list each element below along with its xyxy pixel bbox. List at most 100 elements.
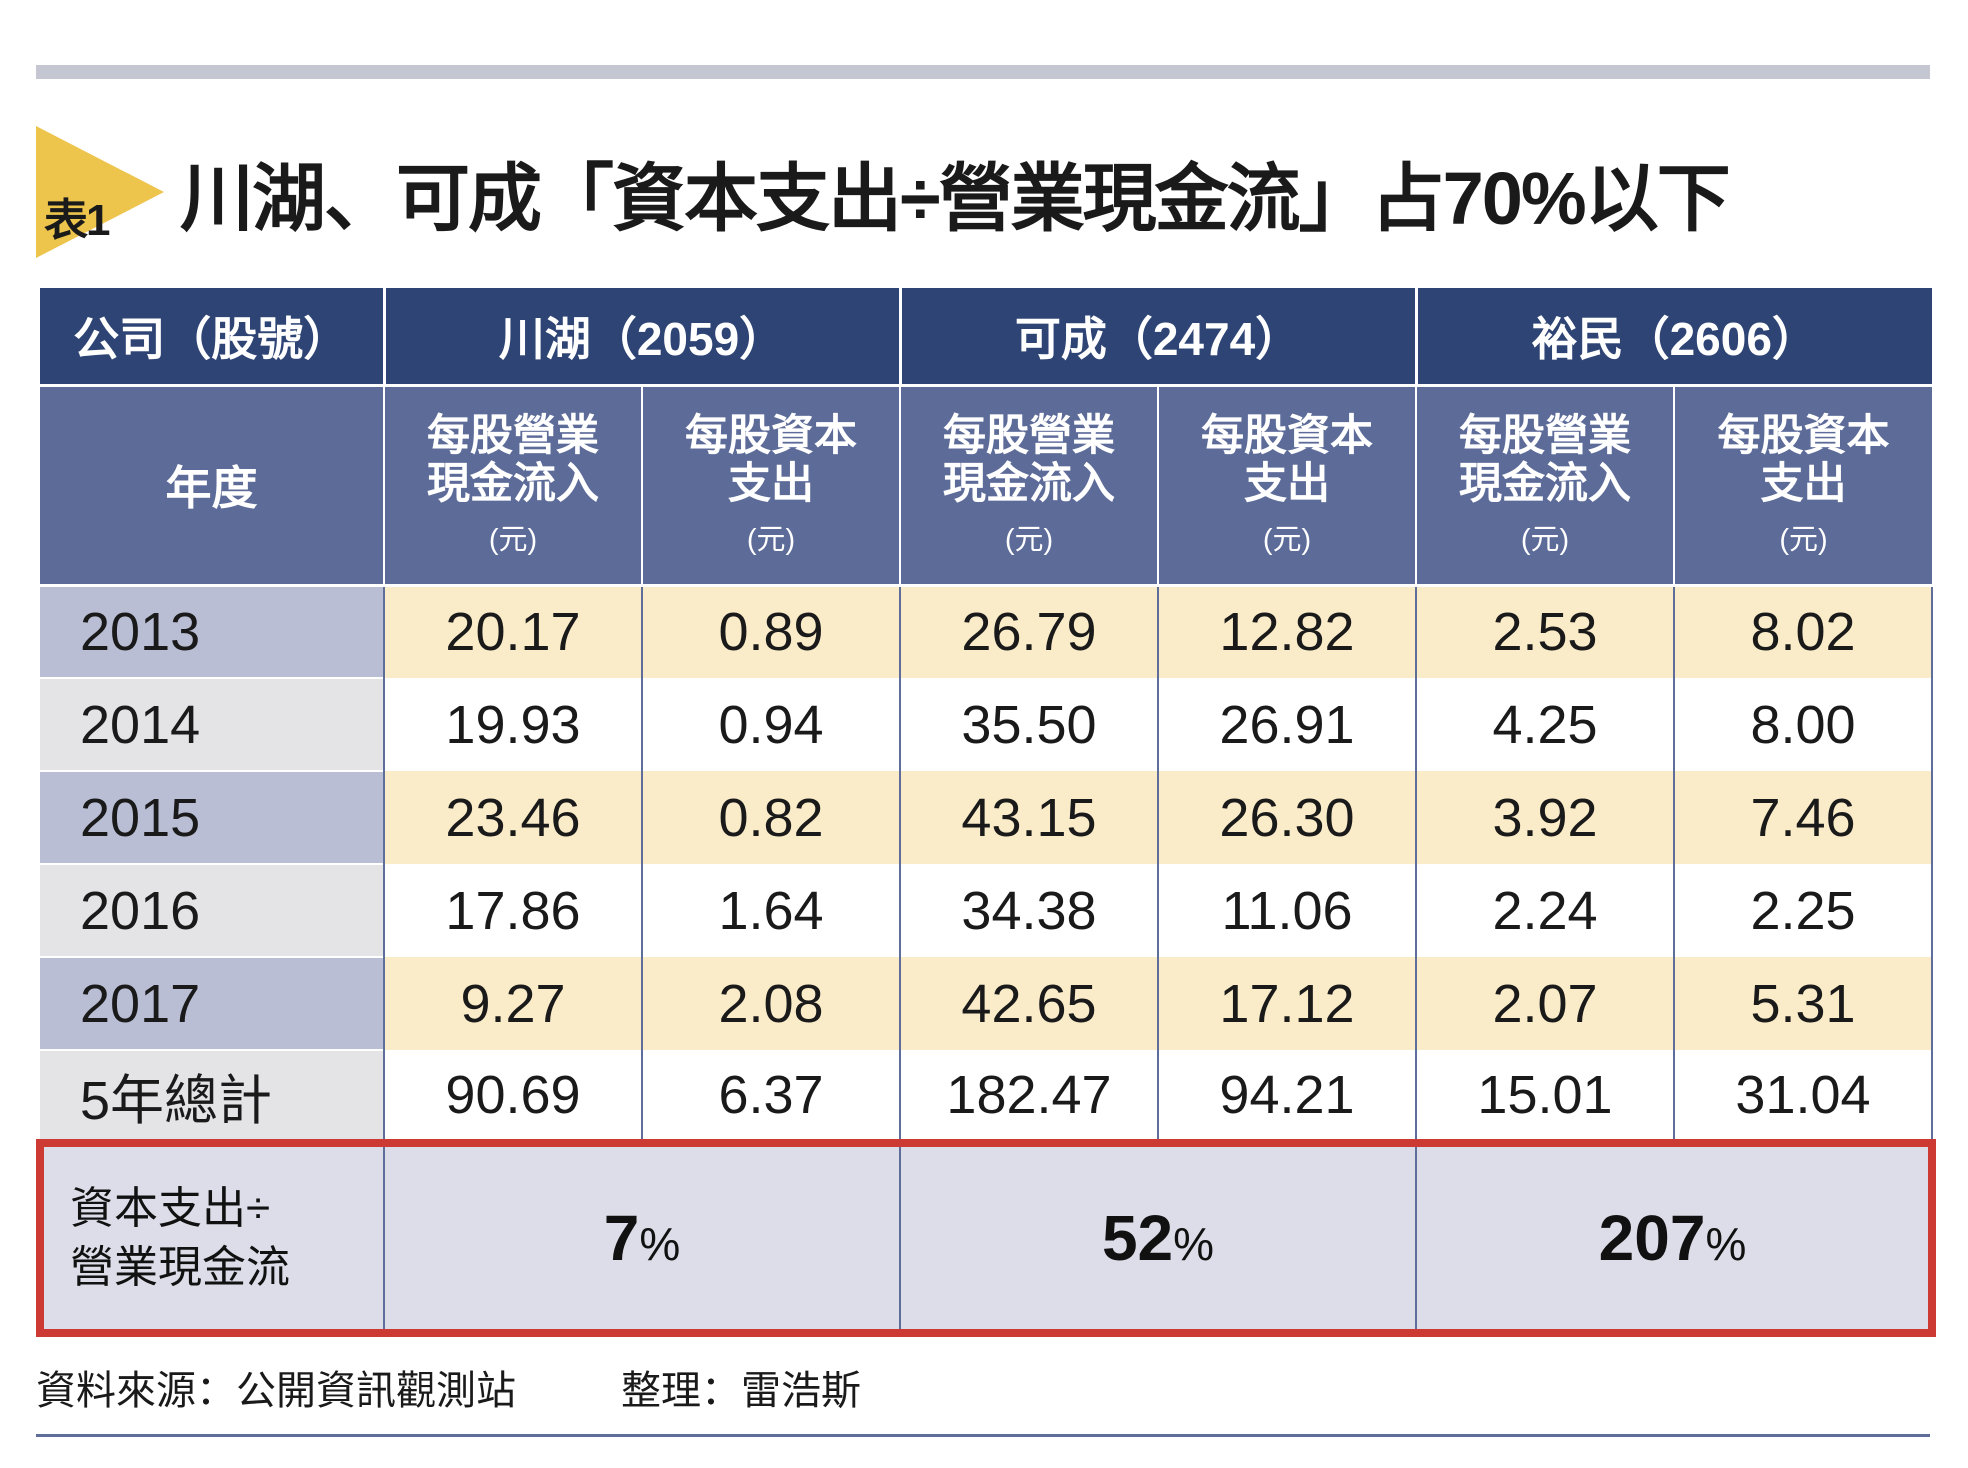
value-cell: 26.79 [899, 585, 1158, 678]
value-cell: 26.91 [1157, 678, 1416, 771]
value-cell: 19.93 [383, 678, 642, 771]
title-block: 表1 川湖、可成「資本支出÷營業現金流」占70%以下 [36, 122, 1936, 262]
value-cell: 0.82 [641, 771, 900, 864]
value-cell: 90.69 [383, 1050, 642, 1143]
editor-text: 整理：雷浩斯 [621, 1369, 861, 1413]
metric-header-ocf-2: 每股營業 現金流入 (元) [899, 385, 1158, 587]
value-cell: 3.92 [1415, 771, 1674, 864]
metric-unit: (元) [1520, 524, 1570, 557]
ratio-number: 207 [1598, 1202, 1706, 1274]
ratio-label: 資本支出÷ 營業現金流 [36, 1139, 384, 1337]
value-cell: 26.30 [1157, 771, 1416, 864]
value-cell: 0.89 [641, 585, 900, 678]
table-badge: 表1 [36, 126, 164, 258]
ratio-row: 資本支出÷ 營業現金流 7% 52% 207% [36, 1139, 1936, 1337]
metric-line: 支出 [1244, 460, 1330, 508]
data-table: 公司（股號） 川湖（2059） 可成（2474） 裕民（2606） 年度 每股營… [36, 288, 1936, 1337]
percent-sign: % [639, 1218, 681, 1270]
ratio-number: 7 [603, 1202, 640, 1274]
metric-unit: (元) [1004, 524, 1054, 557]
metric-line: 現金流入 [427, 460, 599, 508]
ratio-value-chuanhu: 7% [383, 1139, 900, 1337]
metric-line: 支出 [728, 460, 814, 508]
metric-header-capex-3: 每股資本 支出 (元) [1673, 385, 1932, 587]
value-cell: 8.00 [1673, 678, 1933, 771]
table-row-2015: 2015 23.46 0.82 43.15 26.30 3.92 7.46 [40, 770, 1933, 864]
value-cell: 182.47 [899, 1050, 1158, 1143]
ratio-value-catcher: 52% [899, 1139, 1416, 1337]
table-row-2014: 2014 19.93 0.94 35.50 26.91 4.25 8.00 [40, 677, 1933, 771]
year-cell: 2017 [40, 956, 384, 1050]
metric-line: 每股營業 [1459, 411, 1631, 460]
metric-line: 現金流入 [1459, 460, 1631, 508]
year-cell: 2014 [40, 677, 384, 771]
percent-sign: % [1173, 1218, 1215, 1270]
source-text: 資料來源：公開資訊觀測站 [36, 1369, 516, 1413]
value-cell: 20.17 [383, 585, 642, 678]
company-header-uming: 裕民（2606） [1414, 288, 1932, 387]
metric-line: 每股資本 [1717, 411, 1890, 460]
metric-header-capex-1: 每股資本 支出 (元) [641, 385, 900, 587]
company-header-row: 公司（股號） 川湖（2059） 可成（2474） 裕民（2606） [40, 288, 1932, 387]
value-cell: 11.06 [1157, 864, 1416, 957]
value-cell: 4.25 [1415, 678, 1674, 771]
value-cell: 42.65 [899, 957, 1158, 1050]
table-row-2016: 2016 17.86 1.64 34.38 11.06 2.24 2.25 [40, 863, 1933, 957]
value-cell: 35.50 [899, 678, 1158, 771]
value-cell: 31.04 [1673, 1050, 1933, 1143]
value-cell: 1.64 [641, 864, 900, 957]
table-row-2013: 2013 20.17 0.89 26.79 12.82 2.53 8.02 [40, 584, 1933, 678]
table-row-2017: 2017 9.27 2.08 42.65 17.12 2.07 5.31 [40, 956, 1933, 1050]
value-cell: 2.24 [1415, 864, 1674, 957]
metric-line: 每股資本 [685, 411, 857, 460]
metric-header-ocf-3: 每股營業 現金流入 (元) [1415, 385, 1674, 587]
metric-line: 支出 [1760, 460, 1847, 508]
value-cell: 2.07 [1415, 957, 1674, 1050]
metric-unit: (元) [746, 524, 796, 557]
value-cell: 34.38 [899, 864, 1158, 957]
value-cell: 94.21 [1157, 1050, 1416, 1143]
value-cell: 2.53 [1415, 585, 1674, 678]
company-header-catcher: 可成（2474） [898, 288, 1416, 387]
value-cell: 2.08 [641, 957, 900, 1050]
metric-header-capex-2: 每股資本 支出 (元) [1157, 385, 1416, 587]
metric-line: 每股營業 [427, 411, 599, 460]
metric-unit: (元) [488, 524, 538, 557]
top-divider-bar [36, 65, 1930, 79]
value-cell: 9.27 [383, 957, 642, 1050]
badge-label: 表1 [44, 196, 110, 245]
year-header: 年度 [40, 385, 384, 587]
value-cell: 17.86 [383, 864, 642, 957]
metric-line: 每股營業 [943, 411, 1115, 460]
corner-header: 公司（股號） [40, 288, 384, 387]
year-cell: 2013 [40, 584, 384, 678]
metric-unit: (元) [1262, 524, 1312, 557]
metric-unit: (元) [1779, 524, 1828, 557]
value-cell: 43.15 [899, 771, 1158, 864]
table-row-total: 5年總計 90.69 6.37 182.47 94.21 15.01 31.04 [40, 1049, 1933, 1143]
value-cell: 2.25 [1673, 864, 1933, 957]
value-cell: 17.12 [1157, 957, 1416, 1050]
percent-sign: % [1705, 1218, 1747, 1270]
value-cell: 6.37 [641, 1050, 900, 1143]
page-title: 川湖、可成「資本支出÷營業現金流」占70%以下 [180, 156, 1731, 240]
value-cell: 0.94 [641, 678, 900, 771]
footer: 資料來源：公開資訊觀測站 整理：雷浩斯 [36, 1358, 1930, 1416]
metric-line: 現金流入 [943, 460, 1115, 508]
value-cell: 23.46 [383, 771, 642, 864]
bottom-divider-line [36, 1434, 1930, 1437]
ratio-label-line: 營業現金流 [70, 1243, 290, 1292]
ratio-number: 52 [1101, 1202, 1174, 1274]
ratio-value-uming: 207% [1415, 1139, 1936, 1337]
value-cell: 5.31 [1673, 957, 1933, 1050]
year-cell: 2016 [40, 863, 384, 957]
value-cell: 15.01 [1415, 1050, 1674, 1143]
year-cell: 2015 [40, 770, 384, 864]
company-header-chuanhu: 川湖（2059） [382, 288, 900, 387]
metric-line: 每股資本 [1201, 411, 1373, 460]
year-cell-total: 5年總計 [40, 1049, 384, 1143]
ratio-label-line: 資本支出÷ [70, 1183, 271, 1233]
metric-header-row: 年度 每股營業 現金流入 (元) 每股資本 支出 (元) 每股營業 現金流入 (… [40, 385, 1932, 587]
value-cell: 8.02 [1673, 585, 1933, 678]
